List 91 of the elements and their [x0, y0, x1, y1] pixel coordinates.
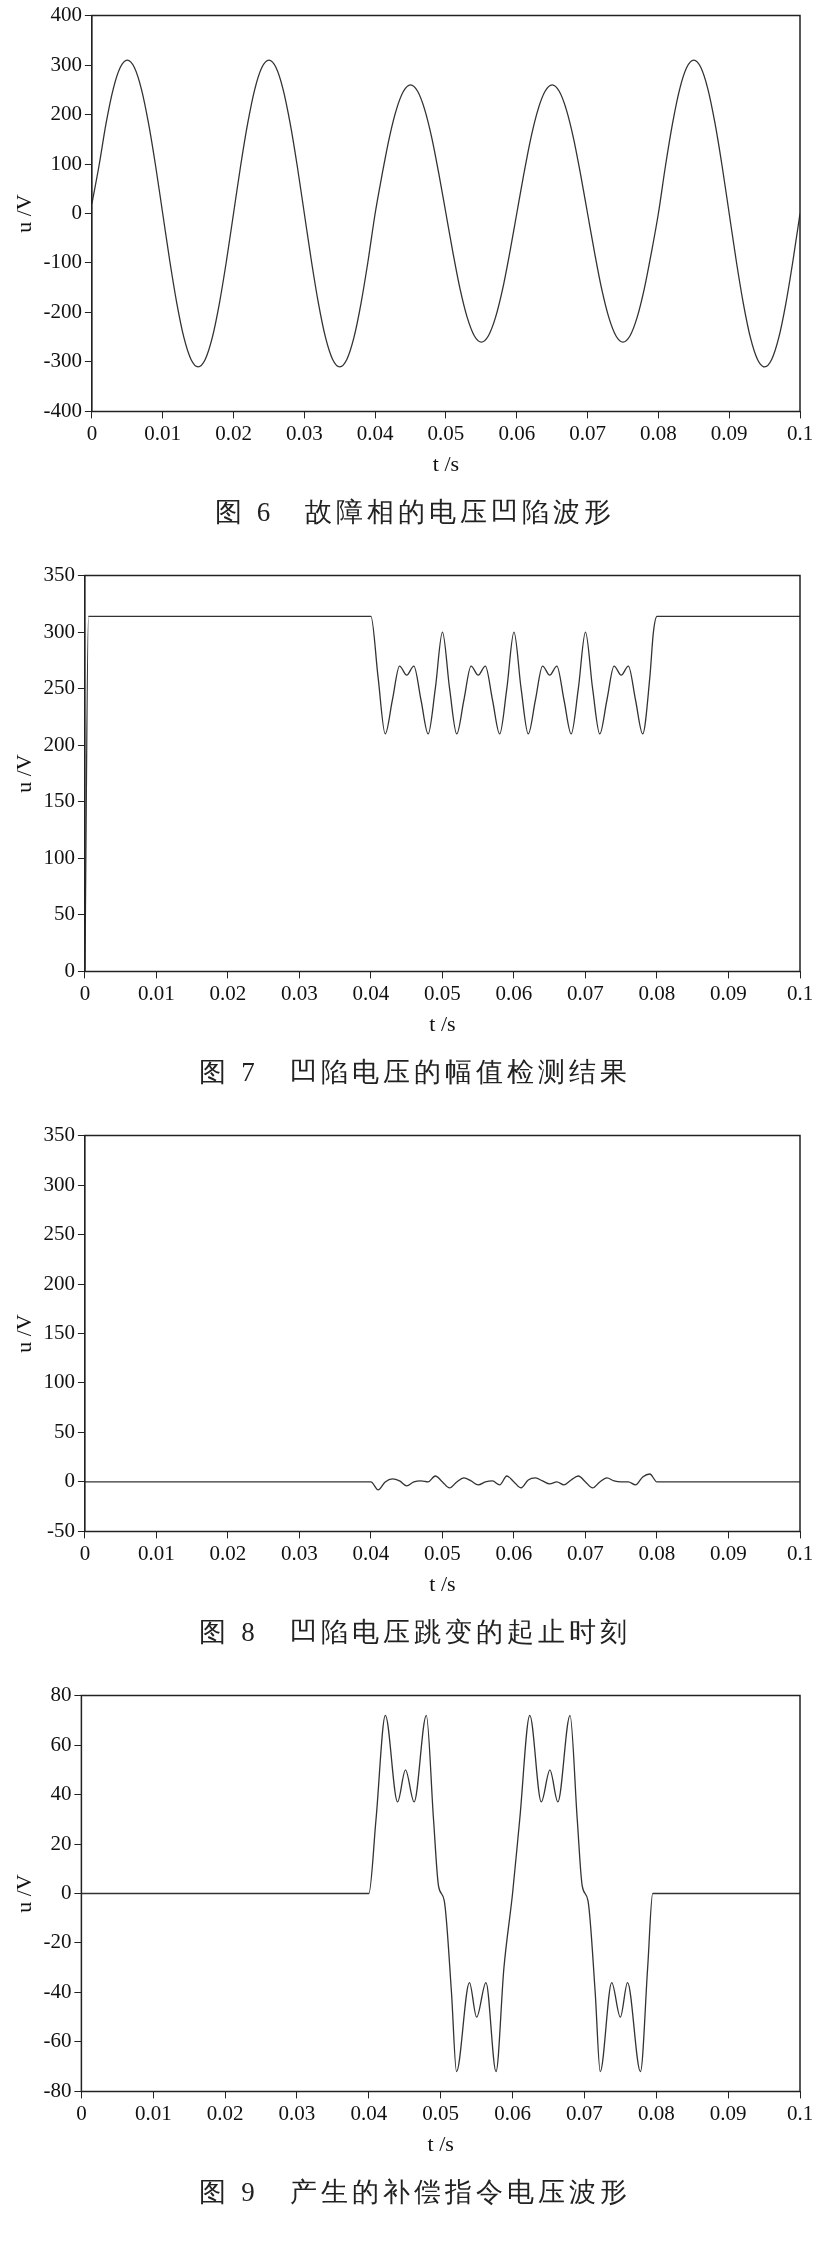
- y-tick-label: 0: [64, 1468, 75, 1493]
- y-tick-label: 50: [53, 901, 75, 926]
- line-series: [84, 1473, 800, 1491]
- x-tick-label: 0.04: [350, 2100, 388, 2125]
- x-tick-label: 0.04: [352, 980, 390, 1005]
- x-tick-label: 0.01: [144, 420, 182, 445]
- y-tick-label: -80: [43, 2077, 72, 2102]
- x-tick-label: 0: [86, 420, 98, 445]
- y-tick-label: -300: [43, 348, 82, 373]
- x-tick-label: 0.04: [352, 1540, 390, 1565]
- y-tick-label: -400: [43, 397, 82, 422]
- x-tick-label: 0.02: [209, 1540, 247, 1565]
- y-tick-label: -100: [43, 249, 82, 274]
- x-tick-label: 0.05: [422, 2100, 460, 2125]
- y-tick-label: 0: [60, 1880, 72, 1905]
- y-tick-label: 200: [50, 101, 82, 126]
- y-tick-label: 80: [50, 1682, 72, 1707]
- x-tick-label: 0.07: [567, 1540, 604, 1565]
- x-tick-label: 0.02: [209, 980, 247, 1005]
- y-tick-label: -50: [46, 1517, 75, 1542]
- x-axis-title: t /s: [432, 450, 460, 476]
- y-tick-label: 300: [43, 618, 75, 643]
- x-tick-label: 0.01: [138, 980, 175, 1005]
- x-tick-label: 0.02: [206, 2100, 244, 2125]
- y-tick-label: 200: [43, 1270, 75, 1295]
- x-tick-label: 0.05: [427, 420, 465, 445]
- x-axis-title: t /s: [427, 2130, 454, 2156]
- x-tick-label: 0.08: [640, 420, 677, 445]
- x-tick-label: 0.05: [424, 1540, 461, 1565]
- x-tick-label: 0.1: [786, 2100, 814, 2125]
- y-tick-label: 40: [50, 1781, 72, 1806]
- y-tick-label: 300: [43, 1171, 75, 1196]
- x-tick-label: 0.03: [281, 980, 318, 1005]
- y-tick-label: 50: [53, 1418, 75, 1443]
- line-series: [91, 59, 800, 368]
- y-tick-label: -40: [43, 1978, 72, 2003]
- x-tick-label: 0.09: [710, 980, 747, 1005]
- text: 图 9 产生的补偿指令电压波形: [198, 2176, 632, 2209]
- x-tick-label: 0.1: [786, 980, 814, 1005]
- x-tick-label: 0.04: [356, 420, 395, 445]
- y-axis-title: u /V: [10, 1314, 36, 1353]
- text: 图 7 凹陷电压的幅值检测结果: [198, 1056, 632, 1089]
- y-tick-label: 20: [50, 1830, 72, 1855]
- x-tick-label: 0.08: [638, 1540, 676, 1565]
- x-tick-label: 0.02: [215, 420, 252, 445]
- y-axis-title: u /V: [10, 754, 36, 793]
- text: 图 8 凹陷电压跳变的起止时刻: [198, 1616, 632, 1649]
- x-tick-label: 0.01: [138, 1540, 175, 1565]
- x-tick-label: 0.08: [638, 980, 676, 1005]
- line-series: [81, 1714, 800, 2073]
- y-tick-label: 350: [43, 562, 75, 587]
- x-tick-label: 0.06: [495, 1540, 533, 1565]
- y-tick-label: 100: [43, 844, 75, 869]
- y-tick-label: 300: [50, 51, 82, 76]
- y-tick-label: -60: [43, 2028, 72, 2053]
- x-tick-label: 0.05: [424, 980, 461, 1005]
- y-tick-label: -20: [43, 1929, 72, 1954]
- x-tick-label: 0.07: [567, 980, 604, 1005]
- y-tick-label: 400: [50, 2, 82, 27]
- x-tick-label: 0.03: [281, 1540, 318, 1565]
- y-tick-label: 200: [43, 731, 75, 756]
- x-tick-label: 0.08: [637, 2100, 675, 2125]
- x-tick-label: 0.09: [709, 2100, 747, 2125]
- y-axis-title: u /V: [10, 1874, 36, 1913]
- y-tick-label: 150: [43, 1320, 75, 1345]
- x-tick-label: 0.07: [566, 2100, 603, 2125]
- x-tick-label: 0.1: [786, 1540, 814, 1565]
- y-tick-label: -200: [43, 298, 82, 323]
- x-tick-label: 0.09: [710, 420, 748, 445]
- x-tick-label: 0.01: [134, 2100, 172, 2125]
- y-tick-label: 100: [43, 1369, 75, 1394]
- x-tick-label: 0.06: [495, 980, 533, 1005]
- y-tick-label: 0: [71, 200, 82, 225]
- x-tick-label: 0.09: [710, 1540, 747, 1565]
- y-tick-label: 60: [50, 1731, 72, 1756]
- y-tick-label: 150: [43, 788, 75, 813]
- y-tick-label: 350: [43, 1122, 75, 1147]
- x-tick-label: 0.06: [498, 420, 536, 445]
- x-tick-label: 0.06: [494, 2100, 531, 2125]
- y-tick-label: 100: [50, 150, 82, 175]
- text: 图 6 故障相的电压凹陷波形: [213, 496, 617, 529]
- y-tick-label: 250: [43, 1221, 75, 1246]
- x-tick-label: 0.03: [285, 420, 323, 445]
- x-tick-label: 0.1: [786, 420, 814, 445]
- y-tick-label: 0: [64, 957, 75, 982]
- x-tick-label: 0.03: [278, 2100, 316, 2125]
- y-tick-label: 250: [43, 675, 75, 700]
- y-axis-title: u /V: [10, 194, 36, 233]
- x-axis-title: t /s: [429, 1010, 456, 1036]
- x-tick-label: 0.07: [569, 420, 606, 445]
- x-axis-title: t /s: [429, 1570, 456, 1596]
